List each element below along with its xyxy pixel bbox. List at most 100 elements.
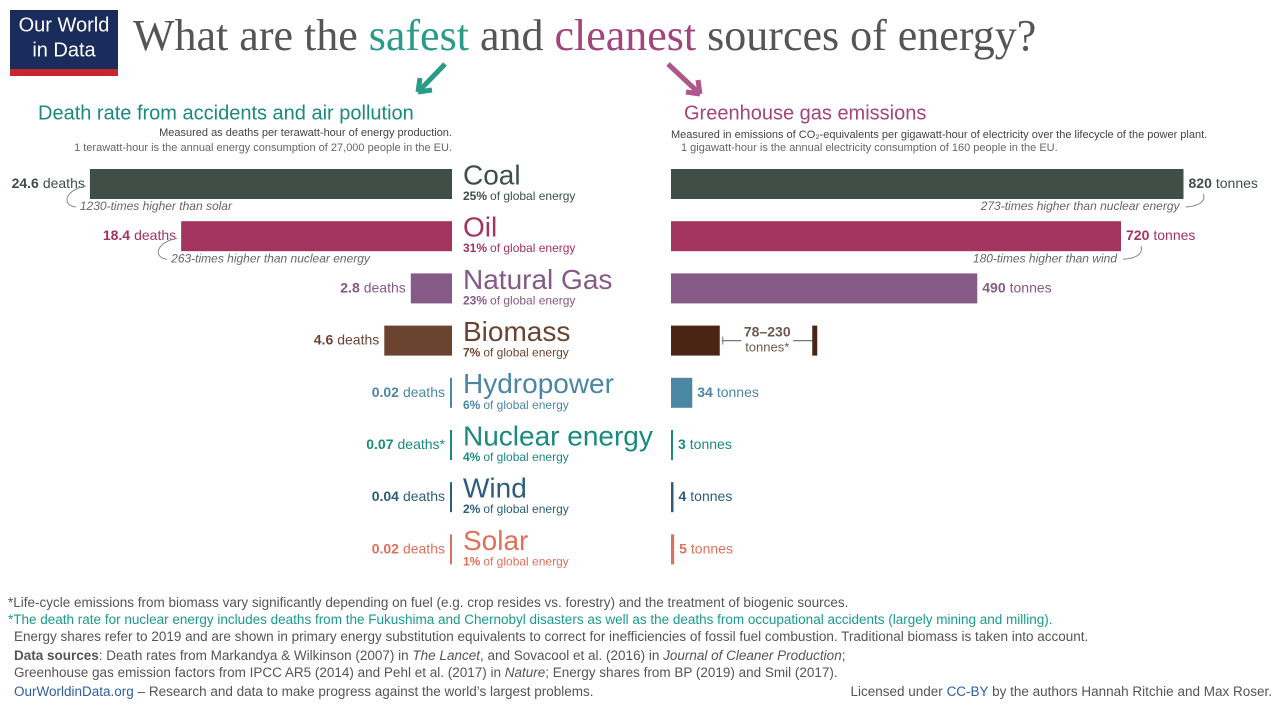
logo-text: in Data bbox=[32, 39, 96, 61]
text-part: 0.04 bbox=[372, 488, 399, 504]
text-part: of global energy bbox=[490, 189, 575, 203]
text-part: tonnes bbox=[717, 384, 759, 400]
energy-share: 4% of global energy bbox=[463, 450, 569, 464]
bar bbox=[450, 534, 452, 565]
text-part: What are the bbox=[133, 11, 369, 60]
category-label: Biomass bbox=[463, 316, 570, 347]
text-part: tonnes bbox=[690, 488, 732, 504]
energy-share: 31% of global energy bbox=[463, 241, 575, 255]
value-label: 490 tonnes bbox=[982, 279, 1051, 295]
bar bbox=[450, 482, 452, 513]
value-label: 4.6 deaths bbox=[314, 331, 380, 347]
text-part: Data sources bbox=[14, 648, 99, 663]
text-part: sources of energy? bbox=[696, 11, 1036, 60]
value-label: 18.4 deaths bbox=[103, 227, 176, 243]
arrow bbox=[415, 62, 447, 95]
text-part: of global energy bbox=[483, 555, 568, 569]
text-part: 24.6 bbox=[12, 175, 39, 191]
value-label: 5 tonnes bbox=[679, 540, 733, 556]
text-part: safest bbox=[369, 11, 469, 60]
text-part: 2.8 bbox=[340, 279, 360, 295]
bar bbox=[671, 325, 720, 356]
footnote: Energy shares refer to 2019 and are show… bbox=[14, 629, 1088, 644]
text-part: tonnes bbox=[1153, 227, 1195, 243]
text-part: deaths bbox=[403, 384, 445, 400]
text-part: of global energy bbox=[490, 241, 575, 255]
value-label: 820 tonnes bbox=[1189, 175, 1258, 191]
text-part: * bbox=[440, 436, 446, 452]
value-label: 0.02 deaths bbox=[372, 384, 445, 400]
chart-subtitle: Measured as deaths per terawatt-hour of … bbox=[159, 127, 452, 139]
text-part: tonnes bbox=[745, 340, 785, 355]
annotation-arrow bbox=[66, 185, 86, 208]
energy-share: 1% of global energy bbox=[463, 555, 569, 569]
bar bbox=[450, 377, 452, 408]
value-label: 0.04 deaths bbox=[372, 488, 445, 504]
text-part: 1% bbox=[463, 555, 481, 569]
bar bbox=[671, 534, 675, 565]
text-part: deaths bbox=[364, 279, 406, 295]
text-part: deaths bbox=[403, 488, 445, 504]
bar bbox=[410, 273, 452, 304]
label-bg bbox=[741, 324, 794, 357]
bar bbox=[450, 430, 452, 460]
text-part: and bbox=[469, 11, 555, 60]
text-part: 0.07 bbox=[366, 436, 393, 452]
text-part: deaths bbox=[337, 331, 379, 347]
range-end bbox=[812, 325, 818, 356]
text-part: 34 bbox=[697, 384, 713, 400]
category-label: Coal bbox=[463, 159, 521, 190]
value-unit: tonnes* bbox=[745, 340, 789, 355]
footnote: Greenhouse gas emission factors from IPC… bbox=[14, 665, 838, 680]
text-part: *Life-cycle emissions from biomass vary … bbox=[8, 595, 848, 610]
text-part: 18.4 bbox=[103, 227, 130, 243]
text-part: ; Energy shares from BP (2019) and Smil … bbox=[545, 665, 837, 680]
text-part: 4 bbox=[679, 488, 687, 504]
text-part: The Lancet bbox=[412, 648, 481, 663]
value-label: 0.02 deaths bbox=[372, 540, 445, 556]
text-part: of global energy bbox=[483, 398, 568, 412]
chart-note: 1 gigawatt-hour is the annual electricit… bbox=[681, 142, 1058, 154]
text-part: Licensed under bbox=[850, 684, 946, 699]
value-label: 24.6 deaths bbox=[12, 175, 85, 191]
value-label: 34 tonnes bbox=[697, 384, 759, 400]
text-part: – Research and data to make progress aga… bbox=[134, 684, 594, 699]
category-label: Wind bbox=[463, 473, 527, 504]
text-part: deaths bbox=[403, 540, 445, 556]
text-part: 5 bbox=[679, 540, 687, 556]
footer: *Life-cycle emissions from biomass vary … bbox=[8, 595, 1272, 699]
annotation-arrow bbox=[1185, 193, 1205, 208]
chart-subtitle: Measured in emissions of CO₂-equivalents… bbox=[671, 129, 1207, 141]
bar bbox=[384, 325, 452, 356]
annotation-arrow bbox=[1122, 246, 1142, 260]
value-label: 0.07 deaths* bbox=[366, 436, 445, 452]
annotation: 1230-times higher than solar bbox=[80, 199, 233, 213]
chart-title: Death rate from accidents and air pollut… bbox=[38, 102, 414, 124]
text-part: of global energy bbox=[483, 450, 568, 464]
text-part: cleanest bbox=[554, 11, 696, 60]
footnote: *The death rate for nuclear energy inclu… bbox=[8, 612, 1053, 627]
bar bbox=[671, 273, 978, 304]
value-label: 3 tonnes bbox=[678, 436, 732, 452]
bar bbox=[671, 482, 674, 513]
text-part: 0.02 bbox=[372, 540, 399, 556]
text-part: OurWorldinData.org bbox=[14, 684, 134, 699]
text-part: * bbox=[784, 340, 789, 355]
text-part: tonnes bbox=[690, 436, 732, 452]
energy-share: 6% of global energy bbox=[463, 398, 569, 412]
logo-stripe bbox=[10, 69, 118, 76]
text-part: 4% bbox=[463, 450, 481, 464]
value-label: 4 tonnes bbox=[679, 488, 733, 504]
value-label: 2.8 deaths bbox=[340, 279, 406, 295]
text-part: tonnes bbox=[1216, 175, 1258, 191]
bar bbox=[89, 169, 452, 199]
category-label: Solar bbox=[463, 525, 528, 556]
bar bbox=[671, 169, 1184, 199]
text-part: 31% bbox=[463, 241, 487, 255]
energy-share: 25% of global energy bbox=[463, 189, 575, 203]
text-part: ; bbox=[842, 648, 846, 663]
text-part: CC-BY bbox=[947, 684, 989, 699]
bar bbox=[671, 377, 693, 408]
title: What are the safest and cleanest sources… bbox=[133, 11, 1036, 60]
text-part: : Death rates from Markandya & Wilkinson… bbox=[99, 648, 413, 663]
